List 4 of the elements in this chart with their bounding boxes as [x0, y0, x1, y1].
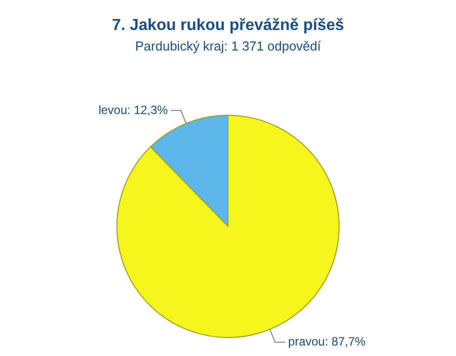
- chart-subtitle: Pardubický kraj: 1 371 odpovědí: [135, 38, 322, 54]
- chart-title: 7. Jakou rukou převážně píšeš: [112, 17, 344, 34]
- slice-label: pravou: 87,7%: [288, 334, 366, 349]
- slice-label: levou: 12,3%: [98, 102, 168, 117]
